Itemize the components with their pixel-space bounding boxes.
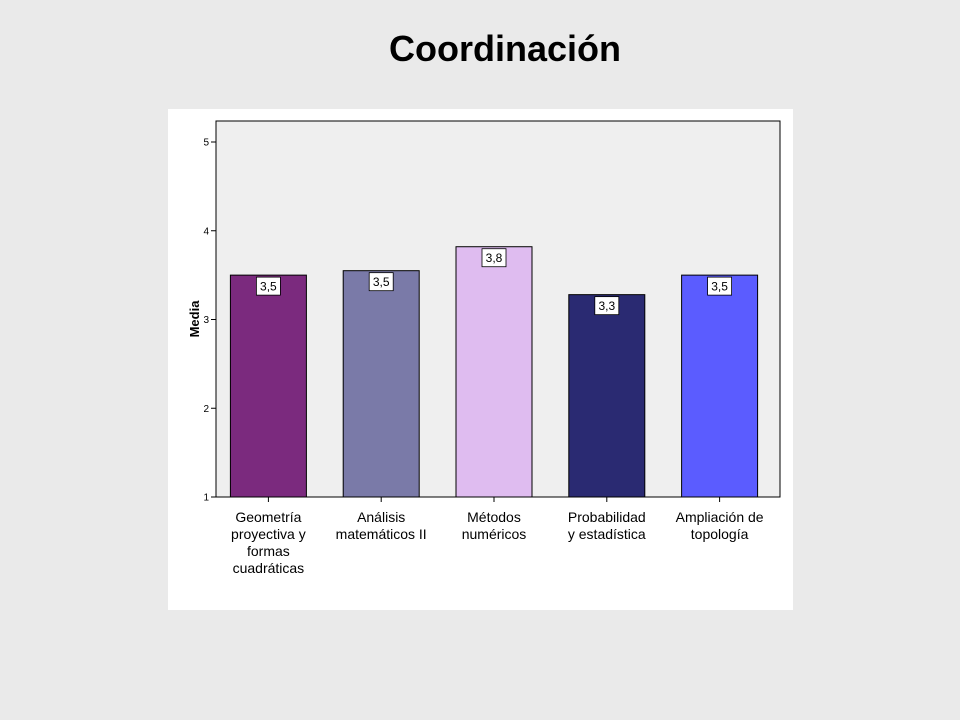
data-label: 3,5 — [260, 280, 277, 294]
bar — [342, 270, 420, 498]
x-tick-label-line: Ampliación de — [675, 509, 764, 525]
bar — [568, 294, 646, 498]
data-label-box — [594, 296, 620, 316]
x-tick-label-line: numéricos — [461, 526, 527, 542]
data-label: 3,5 — [711, 280, 728, 294]
x-tick-label-line: matemáticos II — [335, 526, 427, 542]
y-tick-label: 1 — [203, 493, 209, 504]
data-label: 3,8 — [486, 251, 503, 265]
y-tick-label: 5 — [203, 138, 209, 149]
y-tick-label: 3 — [203, 315, 209, 326]
data-label-box — [707, 276, 732, 296]
x-tick-label: Análisis matemáticos II — [326, 509, 436, 543]
x-tick-label-line: Análisis — [357, 509, 406, 525]
bar — [681, 274, 759, 498]
data-label-box — [368, 272, 394, 292]
x-tick-label-line: Geometría — [235, 509, 302, 525]
x-tick-label-line: proyectiva y — [231, 526, 306, 542]
x-tick-label: Ampliación de topología — [665, 509, 775, 543]
slide-title: Coordinación — [389, 28, 621, 69]
data-label: 3,3 — [598, 299, 615, 313]
x-tick-label-line: topología — [690, 526, 749, 542]
x-tick-label-line: cuadráticas — [232, 560, 305, 576]
x-tick-label: Geometría proyectiva y formas cuadráticas — [213, 509, 323, 577]
bar — [229, 274, 307, 498]
y-axis-label: Media — [187, 300, 202, 338]
x-tick-label-line: Probabilidad — [567, 509, 646, 525]
x-tick-label: Métodos numéricos — [439, 509, 549, 543]
bar — [455, 246, 533, 498]
x-tick-label: Probabilidad y estadística — [552, 509, 662, 543]
y-tick-label: 4 — [203, 226, 209, 237]
x-tick-label-line: Métodos — [467, 509, 521, 525]
bar-chart: 1 2 3 4 5 Media 3,5 3,5 3,8 3,3 3,5 — [187, 120, 781, 504]
x-tick-label-line: y estadística — [567, 526, 646, 542]
data-label-box — [256, 276, 281, 296]
data-label: 3,5 — [373, 275, 390, 289]
data-label-box — [481, 248, 507, 268]
chart-panel: 1 2 3 4 5 Media 3,5 3,5 3,8 3,3 3,5 Geometría proye… — [168, 109, 793, 610]
x-tick-label-line: formas — [246, 543, 290, 559]
y-tick-label: 2 — [203, 404, 209, 415]
